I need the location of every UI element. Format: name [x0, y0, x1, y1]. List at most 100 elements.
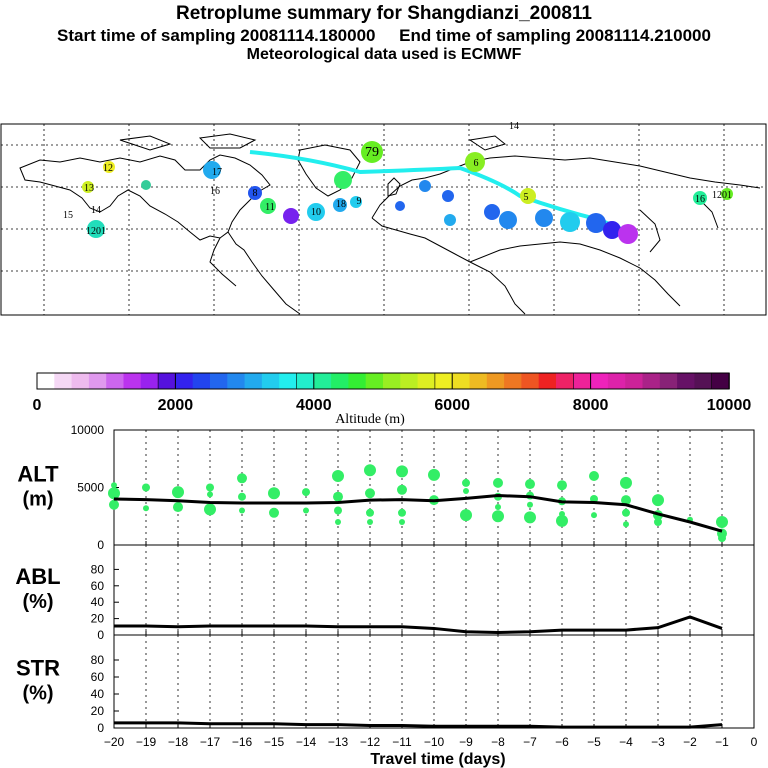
- plume-cluster-label: 12: [103, 163, 113, 174]
- alt-sample-point: [716, 516, 728, 528]
- plume-cluster-dot: [693, 191, 707, 205]
- x-tick-label: −8: [491, 735, 505, 749]
- alt-sample-point: [621, 495, 631, 506]
- plume-cluster-dot: [307, 203, 325, 221]
- y-tick-label: 40: [91, 595, 105, 609]
- alt-sample-point: [492, 510, 504, 523]
- alt-sample-point: [333, 491, 343, 502]
- panel-str: 80 60 40 20 0 STR(%): [16, 634, 755, 735]
- plume-cluster-label: 11: [265, 202, 275, 213]
- panel-str-line: [114, 721, 723, 729]
- colorbar-cell: [452, 373, 470, 389]
- alt-sample-point: [396, 465, 408, 478]
- colorbar-cell: [192, 373, 211, 389]
- colorbar-tick-label: 2000: [158, 397, 194, 414]
- alt-sample-point: [303, 507, 309, 514]
- plume-cluster-dot: [520, 188, 536, 204]
- plume-cluster-label: 1201: [712, 190, 732, 201]
- plume-cluster-dot: [260, 198, 276, 214]
- y-tick-label: 5000: [77, 481, 104, 495]
- plume-cluster-label: 13: [84, 183, 94, 194]
- alt-sample-point: [556, 514, 568, 527]
- plume-cluster-dot: [103, 161, 115, 173]
- x-tick-label: −1: [715, 735, 729, 749]
- x-tick-label: −18: [168, 735, 189, 749]
- colorbar-tick-label: 8000: [573, 397, 609, 414]
- plume-cluster-label: 1201: [86, 226, 106, 237]
- panel-label: ABL: [15, 564, 60, 589]
- plume-cluster-label: 17: [212, 167, 222, 178]
- alt-sample-point: [527, 501, 533, 508]
- plume-path: [249, 150, 629, 234]
- plume-cluster-dot: [283, 208, 299, 224]
- plume-cluster-dot: [442, 190, 454, 202]
- plume-cluster-label: 16: [695, 194, 705, 205]
- plume-cluster-dot: [248, 186, 262, 200]
- y-tick-label: 0: [97, 721, 104, 735]
- alt-sample-point: [335, 519, 341, 525]
- alt-sample-point: [239, 507, 245, 514]
- alt-sample-point: [463, 487, 469, 494]
- alt-sample-point: [332, 470, 344, 482]
- chart-title: Retroplume summary for Shangdianzi_20081…: [175, 3, 593, 24]
- colorbar-cell: [175, 373, 194, 389]
- y-tick-label: 60: [91, 579, 105, 593]
- colorbar-tick-label: 6000: [434, 397, 470, 414]
- alt-sample-point: [268, 487, 280, 500]
- colorbar-cell: [313, 373, 332, 389]
- colorbar-cell: [417, 373, 436, 389]
- colorbar-cell: [88, 373, 107, 389]
- x-tick-label: −4: [619, 735, 633, 749]
- alt-sample-point: [207, 491, 213, 498]
- plume-cluster-label: 14: [91, 205, 101, 216]
- panel-unit: (m): [22, 489, 53, 511]
- alt-sample-point: [237, 473, 247, 484]
- alt-sample-point: [111, 482, 117, 489]
- colorbar-cell: [659, 373, 678, 389]
- y-tick-label: 20: [91, 704, 105, 718]
- alt-sample-point: [269, 507, 279, 518]
- plume-cluster-dot: [203, 161, 221, 179]
- plume-cluster-dot: [87, 220, 105, 238]
- plume-cluster-dot: [484, 204, 500, 220]
- colorbar-label: Altitude (m): [335, 412, 405, 427]
- met-data-note: Meteorological data used is ECMWF: [246, 46, 522, 63]
- colorbar-cell: [400, 373, 419, 389]
- x-tick-label: −2: [683, 735, 697, 749]
- plume-cluster-dot: [141, 180, 151, 190]
- x-tick-label: −10: [424, 735, 445, 749]
- x-tick-label: −13: [328, 735, 349, 749]
- y-tick-label: 10000: [71, 423, 105, 437]
- plume-cluster-dot: [419, 180, 431, 192]
- alt-sample-point: [364, 464, 376, 477]
- alt-sample-point: [718, 534, 726, 543]
- plume-cluster-dot: [465, 152, 485, 172]
- alt-sample-point: [302, 488, 310, 497]
- colorbar-cell: [469, 373, 488, 389]
- alt-sample-point: [654, 518, 662, 526]
- x-tick-label: −7: [523, 735, 537, 749]
- colorbar-cell: [157, 372, 177, 390]
- sampling-times: Start time of sampling 20081114.180000 E…: [57, 26, 711, 45]
- alt-sample-point: [620, 476, 632, 489]
- colorbar-cell: [123, 373, 142, 389]
- plume-cluster-label: 16: [210, 186, 220, 197]
- colorbar-cell: [106, 373, 124, 389]
- colorbar-cell: [296, 372, 315, 390]
- colorbar-cell: [625, 373, 643, 389]
- plume-cluster-dot: [444, 214, 456, 226]
- plume-cluster-label: 79: [365, 145, 379, 160]
- alt-sample-point: [495, 504, 501, 511]
- alt-sample-point: [622, 508, 630, 517]
- colorbar-cell: [365, 373, 384, 389]
- plume-cluster-label: 15: [63, 210, 73, 221]
- panel-abl: 80 60 40 20 0 ABL(%): [15, 544, 755, 642]
- colorbar-cell: [244, 373, 263, 389]
- plume-cluster-dot: [395, 201, 405, 211]
- alt-sample-point: [428, 468, 440, 481]
- alt-sample-point: [557, 480, 567, 491]
- y-tick-label: 40: [91, 687, 105, 701]
- alt-sample-point: [399, 519, 405, 525]
- colorbar-cell: [694, 373, 713, 389]
- colorbar-cell: [331, 373, 349, 389]
